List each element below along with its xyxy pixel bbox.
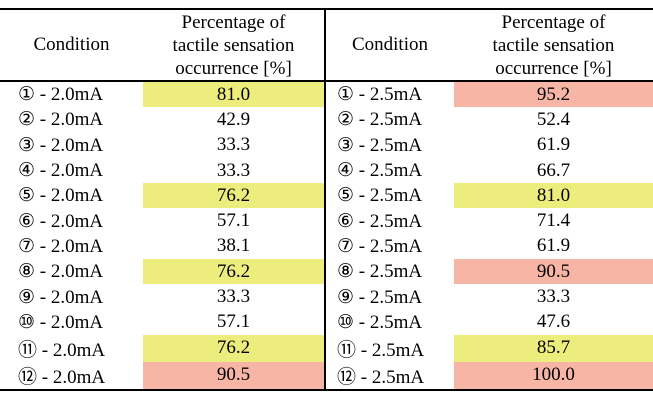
table-row: ④ - 2.5mA 66.7 <box>326 158 653 183</box>
table-row: ③ - 2.5mA 61.9 <box>326 133 653 158</box>
value-cell: 90.5 <box>143 361 324 389</box>
condition-cell: ③ - 2.5mA <box>337 134 423 156</box>
value-cell: 57.1 <box>216 311 251 333</box>
table-row: ⑦ - 2.0mA 38.1 <box>0 234 324 259</box>
table-row: ④ - 2.0mA 33.3 <box>0 158 324 183</box>
table-row: ③ - 2.0mA 33.3 <box>0 133 324 158</box>
condition-cell: ② - 2.5mA <box>337 109 423 131</box>
value-cell: 47.6 <box>536 311 571 333</box>
table-row: ⑨ - 2.5mA 33.3 <box>326 284 653 309</box>
condition-cell: ⑫ - 2.0mA <box>18 366 106 388</box>
subtable-2-0mA: Condition Percentage of tactile sensatio… <box>0 10 326 389</box>
value-cell: 38.1 <box>216 235 251 257</box>
condition-cell: ⑥ - 2.5mA <box>337 210 423 232</box>
tactile-sensation-results-table: Condition Percentage of tactile sensatio… <box>0 8 653 391</box>
condition-cell: ④ - 2.0mA <box>18 160 104 182</box>
condition-cell: ⑪ - 2.0mA <box>18 339 106 361</box>
condition-cell: ⑩ - 2.5mA <box>337 311 423 333</box>
condition-cell: ⑧ - 2.5mA <box>337 261 423 283</box>
value-cell: 42.9 <box>216 108 251 130</box>
condition-cell: ⑦ - 2.5mA <box>337 235 423 257</box>
header-row: Condition Percentage of tactile sensatio… <box>326 10 653 82</box>
value-cell: 33.3 <box>536 286 571 308</box>
condition-cell: ⑫ - 2.5mA <box>337 366 425 388</box>
header-line-2: tactile sensation <box>492 34 615 56</box>
table-row: ⑩ - 2.0mA 57.1 <box>0 310 324 335</box>
condition-cell: ⑨ - 2.5mA <box>337 286 423 308</box>
header-line-2: tactile sensation <box>172 34 295 56</box>
value-cell: 95.2 <box>454 82 653 108</box>
value-cell: 76.2 <box>143 183 324 209</box>
condition-cell: ⑥ - 2.0mA <box>18 210 104 232</box>
table-row: ⑫ - 2.0mA 90.5 <box>0 361 324 389</box>
condition-cell: ⑤ - 2.0mA <box>18 185 104 207</box>
table-body: ① - 2.5mA 95.2 ② - 2.5mA 52.4 ③ - 2.5mA 61.9 ④… <box>326 82 653 389</box>
condition-cell: ⑦ - 2.0mA <box>18 235 104 257</box>
table-row: ⑩ - 2.5mA 47.6 <box>326 310 653 335</box>
condition-cell: ⑩ - 2.0mA <box>18 311 104 333</box>
condition-cell: ④ - 2.5mA <box>337 160 423 182</box>
table-body: ① - 2.0mA 81.0 ② - 2.0mA 42.9 ③ - 2.0mA 33.3 ④… <box>0 82 324 389</box>
column-header-percentage: Percentage of tactile sensation occurren… <box>143 10 324 80</box>
column-header-condition: Condition <box>33 34 110 55</box>
condition-cell: ⑤ - 2.5mA <box>337 185 423 207</box>
table-row: ⑤ - 2.0mA 76.2 <box>0 183 324 209</box>
header-line-3: occurrence [%] <box>495 57 612 79</box>
condition-cell: ⑧ - 2.0mA <box>18 261 104 283</box>
condition-cell: ① - 2.5mA <box>337 84 423 106</box>
table-row: ⑪ - 2.0mA 76.2 <box>0 334 324 362</box>
header-line-1: Percentage of <box>181 11 286 33</box>
value-cell: 81.0 <box>454 183 653 209</box>
value-cell: 85.7 <box>454 334 653 362</box>
value-cell: 76.2 <box>143 259 324 285</box>
table-row: ⑥ - 2.0mA 57.1 <box>0 208 324 233</box>
table-row: ⑤ - 2.5mA 81.0 <box>326 183 653 209</box>
table-row: ⑫ - 2.5mA 100.0 <box>326 361 653 389</box>
value-cell: 33.3 <box>216 286 251 308</box>
table-row: ⑦ - 2.5mA 61.9 <box>326 234 653 259</box>
header-line-3: occurrence [%] <box>175 57 292 79</box>
value-cell: 33.3 <box>216 134 251 156</box>
table-row: ② - 2.5mA 52.4 <box>326 107 653 132</box>
header-line-1: Percentage of <box>501 11 606 33</box>
table-row: ⑧ - 2.0mA 76.2 <box>0 259 324 285</box>
table-row: ⑪ - 2.5mA 85.7 <box>326 334 653 362</box>
value-cell: 90.5 <box>454 259 653 285</box>
header-row: Condition Percentage of tactile sensatio… <box>0 10 324 82</box>
value-cell: 61.9 <box>536 235 571 257</box>
column-header-condition: Condition <box>351 34 428 55</box>
table-row: ⑥ - 2.5mA 71.4 <box>326 208 653 233</box>
value-cell: 71.4 <box>536 210 571 232</box>
value-cell: 81.0 <box>143 82 324 108</box>
value-cell: 52.4 <box>536 108 571 130</box>
value-cell: 57.1 <box>216 210 251 232</box>
table-row: ① - 2.5mA 95.2 <box>326 82 653 108</box>
value-cell: 66.7 <box>536 159 571 181</box>
condition-cell: ③ - 2.0mA <box>18 134 104 156</box>
value-cell: 100.0 <box>454 361 653 389</box>
value-cell: 76.2 <box>143 334 324 362</box>
column-header-percentage: Percentage of tactile sensation occurren… <box>454 10 653 80</box>
condition-cell: ① - 2.0mA <box>18 84 104 106</box>
table-row: ① - 2.0mA 81.0 <box>0 82 324 108</box>
table-row: ② - 2.0mA 42.9 <box>0 107 324 132</box>
condition-cell: ② - 2.0mA <box>18 109 104 131</box>
value-cell: 33.3 <box>216 159 251 181</box>
subtable-2-5mA: Condition Percentage of tactile sensatio… <box>326 10 653 389</box>
table-row: ⑨ - 2.0mA 33.3 <box>0 284 324 309</box>
value-cell: 61.9 <box>536 134 571 156</box>
condition-cell: ⑨ - 2.0mA <box>18 286 104 308</box>
condition-cell: ⑪ - 2.5mA <box>337 339 425 361</box>
table-row: ⑧ - 2.5mA 90.5 <box>326 259 653 285</box>
